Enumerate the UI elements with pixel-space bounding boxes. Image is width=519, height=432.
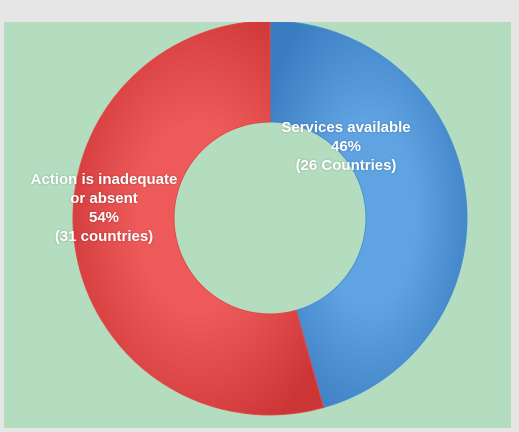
donut-slice-services-available — [269, 22, 468, 409]
slice-label-line: or absent — [70, 190, 138, 207]
slice-count: (31 countries) — [54, 228, 154, 245]
slice-count: (26 Countries) — [295, 157, 397, 174]
slice-percent: 54% — [88, 209, 120, 226]
donut-slice-action-inadequate — [72, 22, 325, 416]
plot-area: Services available 46% (26 Countries) Ac… — [4, 22, 511, 428]
slice-label-services-available: Services available 46% (26 Countries) — [276, 118, 416, 175]
slice-label-line: Services available — [281, 119, 411, 136]
slice-label-action-inadequate: Action is inadequate or absent 54% (31 c… — [19, 170, 189, 246]
slice-label-line: Action is inadequate — [30, 171, 178, 188]
donut-chart — [72, 22, 468, 416]
slice-percent: 46% — [330, 138, 362, 155]
